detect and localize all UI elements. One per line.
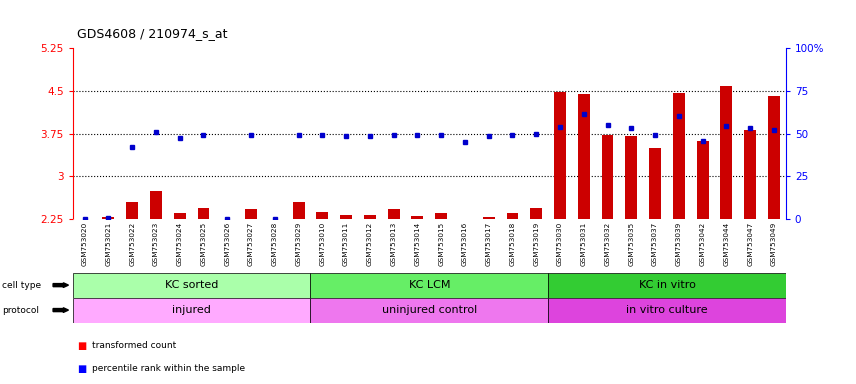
- Text: GSM753013: GSM753013: [390, 222, 396, 266]
- Bar: [198, 208, 210, 219]
- Bar: [126, 202, 138, 219]
- Bar: [245, 209, 257, 219]
- Text: KC sorted: KC sorted: [165, 280, 218, 290]
- Text: GSM753031: GSM753031: [580, 222, 586, 266]
- Bar: [554, 92, 566, 219]
- Text: GSM753011: GSM753011: [343, 222, 349, 266]
- Text: GSM753023: GSM753023: [153, 222, 159, 266]
- Text: injured: injured: [172, 305, 211, 315]
- Text: GSM753025: GSM753025: [200, 222, 206, 266]
- Text: GSM753039: GSM753039: [676, 222, 682, 266]
- Text: GSM753049: GSM753049: [771, 222, 777, 266]
- Text: GSM753015: GSM753015: [438, 222, 444, 266]
- Bar: [548, 273, 786, 298]
- Bar: [293, 202, 305, 219]
- Text: protocol: protocol: [2, 306, 39, 314]
- Text: GSM753022: GSM753022: [129, 222, 135, 266]
- Bar: [311, 273, 548, 298]
- Bar: [744, 129, 756, 219]
- Bar: [150, 190, 162, 219]
- Text: ■: ■: [77, 341, 86, 351]
- Text: transformed count: transformed count: [92, 341, 175, 350]
- Bar: [73, 273, 311, 298]
- Bar: [174, 214, 186, 219]
- Text: ■: ■: [77, 364, 86, 374]
- Text: GSM753016: GSM753016: [462, 222, 468, 266]
- Bar: [73, 298, 311, 323]
- Text: GSM753027: GSM753027: [248, 222, 254, 266]
- Text: KC LCM: KC LCM: [408, 280, 450, 290]
- Text: GSM753047: GSM753047: [747, 222, 753, 266]
- Bar: [311, 298, 548, 323]
- Bar: [531, 208, 542, 219]
- Bar: [483, 217, 495, 219]
- Bar: [721, 86, 733, 219]
- Bar: [103, 217, 115, 219]
- Text: GSM753044: GSM753044: [723, 222, 729, 266]
- Bar: [768, 96, 780, 219]
- Text: GSM753028: GSM753028: [272, 222, 278, 266]
- Text: GDS4608 / 210974_s_at: GDS4608 / 210974_s_at: [77, 27, 228, 40]
- Text: cell type: cell type: [2, 281, 41, 290]
- Text: GSM753010: GSM753010: [319, 222, 325, 266]
- Text: GSM753032: GSM753032: [604, 222, 610, 266]
- Text: GSM753017: GSM753017: [485, 222, 491, 266]
- Bar: [507, 214, 519, 219]
- Bar: [548, 298, 786, 323]
- Text: GSM753029: GSM753029: [295, 222, 301, 266]
- Text: in vitro culture: in vitro culture: [626, 305, 708, 315]
- Text: GSM753020: GSM753020: [81, 222, 87, 266]
- Bar: [317, 212, 328, 219]
- Bar: [388, 209, 400, 219]
- Bar: [412, 216, 424, 219]
- Text: GSM753042: GSM753042: [699, 222, 705, 266]
- Bar: [697, 141, 709, 219]
- Text: GSM753012: GSM753012: [367, 222, 373, 266]
- Text: percentile rank within the sample: percentile rank within the sample: [92, 364, 245, 373]
- Bar: [649, 148, 661, 219]
- Text: GSM753035: GSM753035: [628, 222, 634, 266]
- Text: GSM753024: GSM753024: [176, 222, 182, 266]
- Text: GSM753026: GSM753026: [224, 222, 230, 266]
- Text: GSM753019: GSM753019: [533, 222, 539, 266]
- Bar: [435, 214, 447, 219]
- Text: GSM753037: GSM753037: [652, 222, 658, 266]
- Text: uninjured control: uninjured control: [382, 305, 477, 315]
- Bar: [626, 136, 637, 219]
- Bar: [673, 93, 685, 219]
- Bar: [364, 215, 376, 219]
- Text: GSM753018: GSM753018: [509, 222, 515, 266]
- Bar: [578, 94, 590, 219]
- Text: GSM753014: GSM753014: [414, 222, 420, 266]
- Text: KC in vitro: KC in vitro: [639, 280, 695, 290]
- Bar: [340, 215, 352, 219]
- Text: GSM753030: GSM753030: [557, 222, 563, 266]
- Bar: [602, 135, 614, 219]
- Text: GSM753021: GSM753021: [105, 222, 111, 266]
